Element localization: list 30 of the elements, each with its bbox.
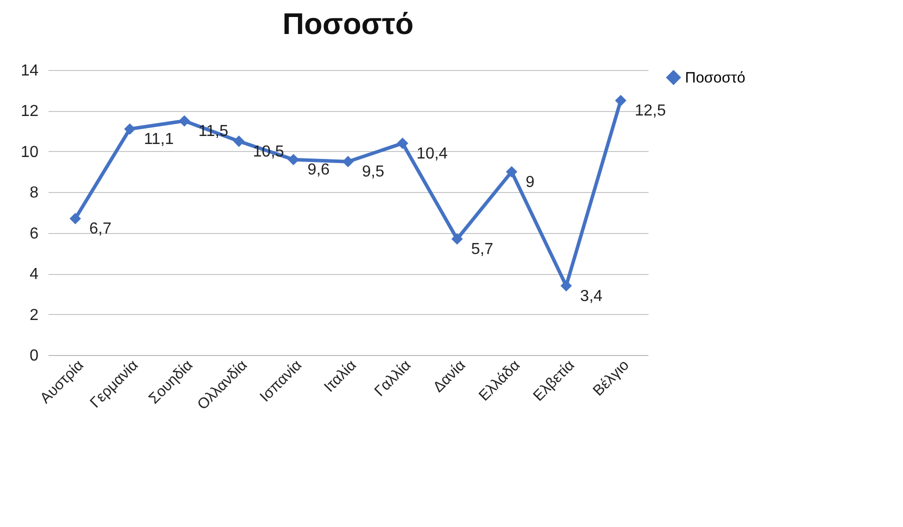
data-label: 5,7 [471, 240, 494, 258]
point [396, 138, 408, 149]
data-label: 12,5 [634, 102, 666, 120]
point [288, 154, 300, 166]
data-label: 11,1 [144, 131, 174, 148]
data-label: 9,5 [362, 164, 384, 181]
point [233, 136, 245, 147]
y-tick-label: 2 [30, 306, 39, 324]
legend-label: Ποσοστό [685, 70, 746, 86]
y-tick-label: 10 [20, 144, 39, 161]
point [560, 280, 572, 292]
data-label: 10,4 [416, 145, 448, 162]
y-tick-label: 4 [30, 266, 39, 284]
point [342, 156, 354, 168]
point [70, 212, 81, 224]
y-tick-label: 0 [30, 348, 39, 364]
y-tick-label: 6 [30, 225, 39, 242]
data-label: 3,4 [580, 288, 603, 305]
point [451, 233, 463, 245]
point [615, 94, 626, 106]
y-tick-label: 8 [30, 184, 39, 202]
data-label: 6,7 [89, 220, 112, 238]
y-tick-label: 14 [20, 62, 39, 80]
data-label: 9 [526, 174, 535, 191]
point [506, 166, 518, 178]
y-tick-label: 12 [20, 103, 39, 120]
point [124, 123, 136, 135]
point [178, 115, 190, 127]
data-label: 9,6 [307, 162, 330, 179]
chart-title: Ποσοστό [282, 8, 414, 41]
